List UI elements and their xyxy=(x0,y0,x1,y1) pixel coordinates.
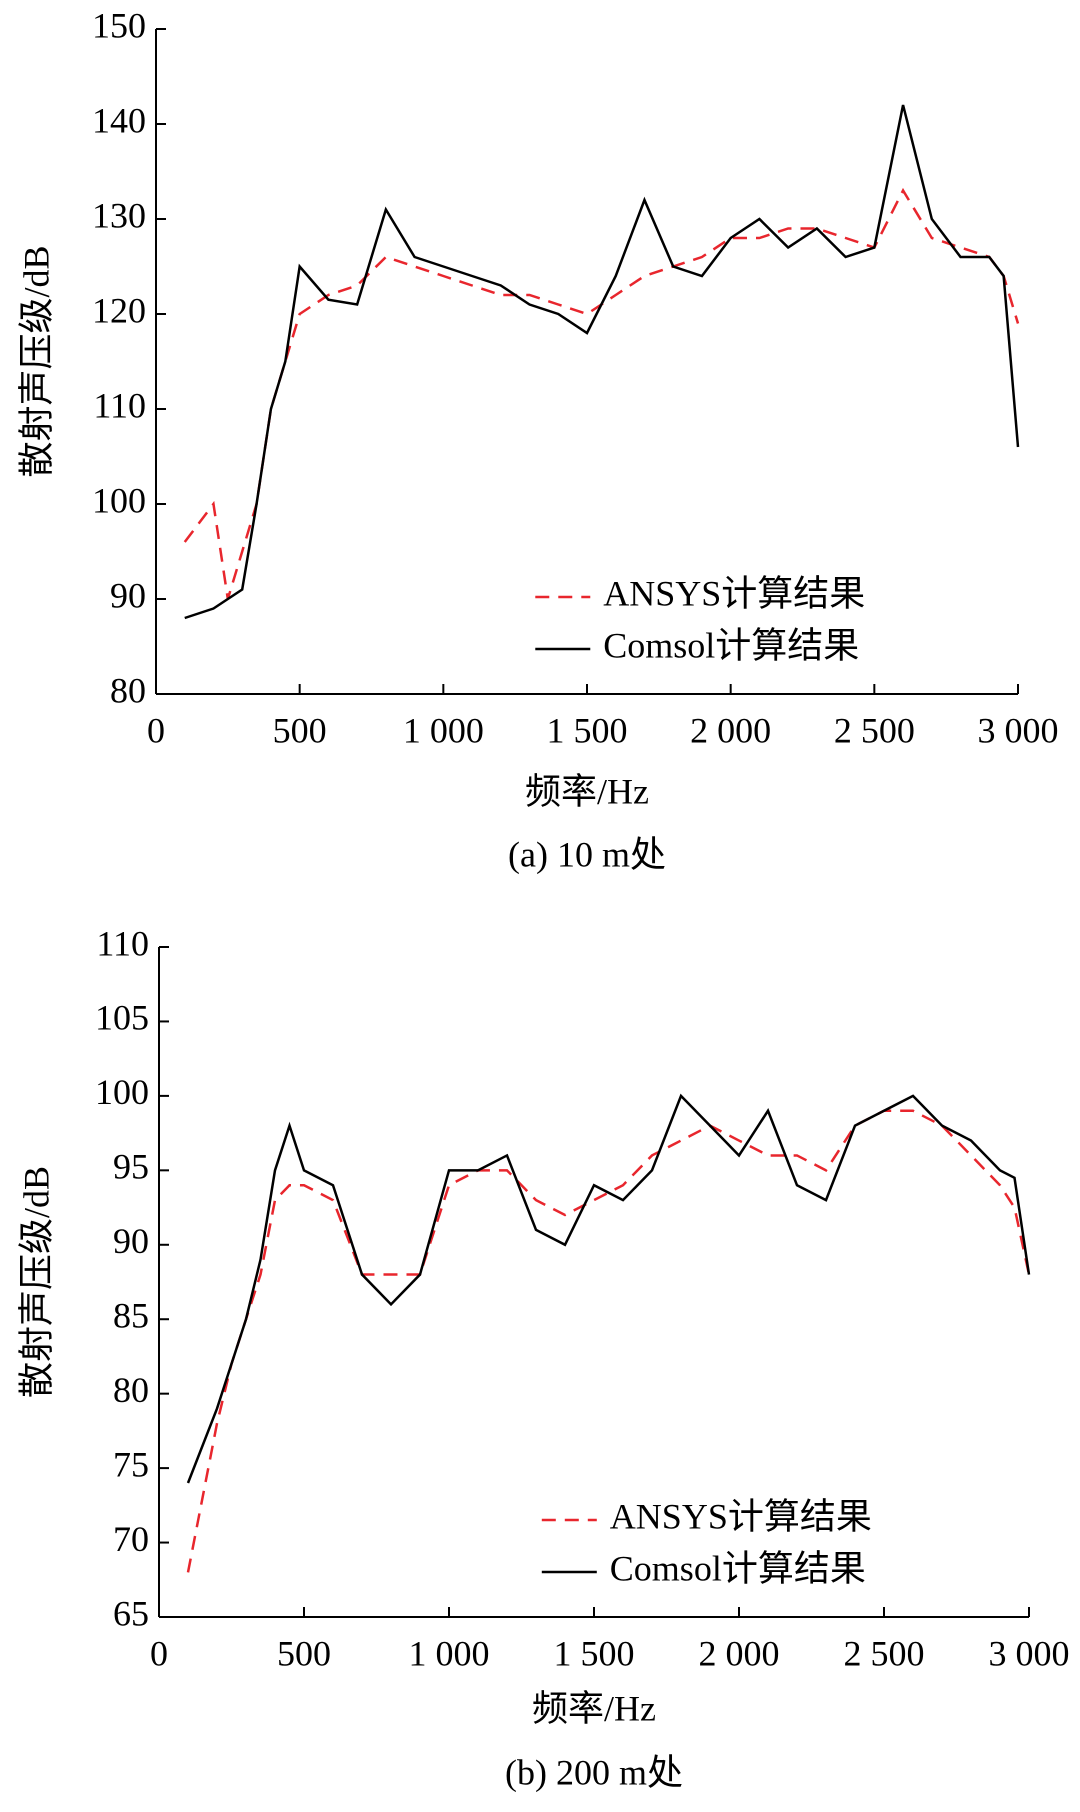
x-axis-label: 频率/Hz xyxy=(525,771,649,811)
y-tick-label: 130 xyxy=(92,195,146,235)
x-tick-label: 1 000 xyxy=(409,1633,490,1673)
y-tick-label: 150 xyxy=(92,5,146,45)
y-tick-label: 110 xyxy=(96,923,149,963)
legend-label: ANSYS计算结果 xyxy=(610,1496,872,1536)
series-line xyxy=(184,104,1020,620)
y-tick-label: 70 xyxy=(113,1519,149,1559)
y-axis-label: 散射声压级/dB xyxy=(16,1166,56,1398)
legend-label: Comsol计算结果 xyxy=(610,1548,866,1588)
y-tick-label: 95 xyxy=(113,1147,149,1187)
x-tick-label: 0 xyxy=(150,1633,168,1673)
y-tick-label: 80 xyxy=(113,1370,149,1410)
series-line xyxy=(183,187,1020,600)
x-tick-label: 500 xyxy=(273,710,327,750)
x-tick-label: 3 000 xyxy=(989,1633,1070,1673)
x-tick-label: 2 000 xyxy=(699,1633,780,1673)
x-tick-label: 1 000 xyxy=(403,710,484,750)
y-tick-label: 90 xyxy=(110,575,146,615)
legend-label: Comsol计算结果 xyxy=(603,625,859,665)
x-tick-label: 2 500 xyxy=(844,1633,925,1673)
y-tick-label: 80 xyxy=(110,670,146,710)
y-tick-label: 140 xyxy=(92,100,146,140)
x-tick-label: 2 000 xyxy=(690,710,771,750)
y-tick-label: 90 xyxy=(113,1221,149,1261)
y-tick-label: 65 xyxy=(113,1593,149,1633)
y-tick-label: 110 xyxy=(93,385,146,425)
caption: (b) 200 m处 xyxy=(505,1752,683,1792)
y-tick-label: 120 xyxy=(92,290,146,330)
y-tick-label: 100 xyxy=(95,1072,149,1112)
x-tick-label: 500 xyxy=(277,1633,331,1673)
y-axis-label: 散射声压级/dB xyxy=(16,245,56,477)
caption: (a) 10 m处 xyxy=(508,834,666,874)
series-line xyxy=(186,1093,1031,1484)
x-axis-label: 频率/Hz xyxy=(532,1688,656,1728)
series-line xyxy=(186,1109,1031,1573)
x-tick-label: 1 500 xyxy=(554,1633,635,1673)
y-tick-label: 85 xyxy=(113,1295,149,1335)
y-tick-label: 105 xyxy=(95,998,149,1038)
x-tick-label: 2 500 xyxy=(834,710,915,750)
y-tick-label: 75 xyxy=(113,1444,149,1484)
x-tick-label: 0 xyxy=(147,710,165,750)
x-tick-label: 1 500 xyxy=(547,710,628,750)
x-tick-label: 3 000 xyxy=(978,710,1059,750)
y-tick-label: 100 xyxy=(92,480,146,520)
legend-label: ANSYS计算结果 xyxy=(603,573,865,613)
